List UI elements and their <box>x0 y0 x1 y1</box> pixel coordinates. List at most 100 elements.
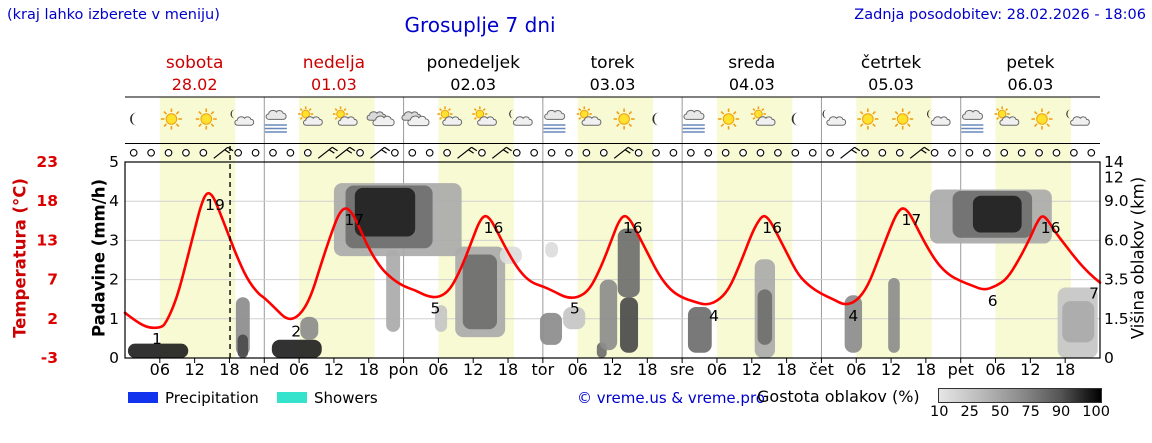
chart-text: pet <box>948 360 974 379</box>
wind-calm-icon <box>669 148 678 157</box>
weather-icon-sun <box>160 108 182 130</box>
chart-text: pon <box>389 360 419 379</box>
wind-calm-icon <box>164 148 173 157</box>
chart-text: 2 <box>47 310 58 328</box>
chart-text: petek <box>1006 53 1054 73</box>
chart-text: 12 <box>881 360 901 379</box>
chart-text: 28.02 <box>172 75 218 94</box>
icons-row <box>130 106 1090 133</box>
wind-barb-icon <box>317 146 338 159</box>
wind-calm-icon <box>756 148 765 157</box>
wind-calm-icon <box>530 148 539 157</box>
chart-text: 18 <box>498 360 518 379</box>
cloud-blob <box>539 312 563 345</box>
weather-icon-moon-cloud <box>230 109 255 126</box>
chart-text: čet <box>809 360 834 379</box>
density-tick: 75 <box>1021 404 1040 420</box>
wind-barb-icon <box>370 146 391 159</box>
credit-link[interactable]: © vreme.us & vreme.pro <box>577 389 765 407</box>
wind-calm-icon <box>1087 148 1096 157</box>
wind-calm-icon <box>251 148 260 157</box>
chart-text: 5 <box>431 300 441 318</box>
weather-icon-sun <box>892 108 914 130</box>
chart-text: 16 <box>623 219 643 237</box>
chart-text: sreda <box>728 53 775 73</box>
chart-text: 7 <box>47 271 58 289</box>
wind-calm-icon <box>634 148 643 157</box>
cloud-blob <box>462 254 498 330</box>
precipitation-legend-label: Precipitation <box>165 389 259 407</box>
cloud-blob <box>237 334 249 358</box>
chart-text: 1.5 <box>1104 310 1129 328</box>
chart-text: 18 <box>776 360 796 379</box>
precip-ticks: 5 4 3 2 1 0 <box>109 153 119 367</box>
chart-text: 06 <box>150 360 170 379</box>
chart-text: torek <box>591 53 635 73</box>
cloud-blob <box>617 228 640 298</box>
chart-text: 18 <box>219 360 239 379</box>
chart-text: četrtek <box>861 53 922 73</box>
weather-icon-moon <box>652 112 659 126</box>
chart-text: 4 <box>109 192 119 210</box>
density-tick: 50 <box>990 404 1010 420</box>
temperature-curve <box>123 191 1102 330</box>
density-tick: 25 <box>960 404 979 420</box>
weather-icon-fog <box>682 109 705 133</box>
chart-text: 18 <box>36 192 58 210</box>
wind-calm-icon <box>391 148 399 157</box>
chart-text: 01.03 <box>311 75 357 94</box>
wind-calm-icon <box>147 148 155 157</box>
chart-text: 6 <box>988 292 998 310</box>
page-title: Grosuplje 7 dni <box>404 13 556 37</box>
bottom-axis: 06 12 18 06 12 18 06 12 18 06 12 18 06 12 18 06 12 18 06 12… <box>150 358 1075 379</box>
wind-calm-icon <box>512 148 521 157</box>
cloud-blob <box>354 187 416 237</box>
wind-calm-icon <box>199 148 208 157</box>
weather-icon-sun <box>613 108 635 130</box>
wind-calm-icon <box>930 148 939 157</box>
chart-text: 19 <box>205 196 225 214</box>
precipitation-axis-label: Padavine (mm/h) <box>89 178 109 338</box>
chart-text: 13 <box>36 231 58 249</box>
showers-legend-label: Showers <box>314 389 378 407</box>
temp-extreme-labels: 19 17 16 16 16 17 16 1 2 5 5 4 4 6 7 <box>152 196 1099 348</box>
chart-text: ponedeljek <box>426 53 520 73</box>
chart-text: 14 <box>1104 153 1124 171</box>
chart-text: 12 <box>463 360 483 379</box>
wind-calm-icon <box>704 148 713 157</box>
weather-icon-cloud <box>366 111 395 127</box>
wind-calm-icon <box>182 148 190 157</box>
cloud-density-gradient <box>938 388 1102 403</box>
wind-calm-icon <box>269 148 277 157</box>
chart-text: 02.03 <box>450 75 496 94</box>
daylight-band <box>159 97 236 358</box>
wind-barb-icon <box>613 146 634 159</box>
weather-icon-fog <box>961 109 984 133</box>
chart-text: 2 <box>109 271 119 289</box>
chart-text: 4 <box>709 307 719 325</box>
weather-icon-moon-cloud <box>926 109 951 126</box>
weather-icon-partly <box>298 106 323 126</box>
chart-text: 2 <box>291 322 301 340</box>
wind-calm-icon <box>721 148 730 157</box>
wind-calm-icon <box>861 148 869 157</box>
wind-barb-icon <box>491 146 512 159</box>
wind-barb-icon <box>335 146 356 159</box>
wind-calm-icon <box>826 148 834 157</box>
wind-calm-icon <box>129 148 138 157</box>
wind-calm-icon <box>895 148 904 157</box>
last-update-text: Zadnja posodobitev: 28.02.2026 - 18:06 <box>854 7 1146 23</box>
wind-calm-icon <box>599 148 608 157</box>
cloud-blob <box>1062 301 1095 343</box>
wind-calm-icon <box>547 148 556 157</box>
chart-text: 06.03 <box>1007 75 1053 94</box>
showers-swatch <box>277 392 307 403</box>
day-headers: sobota 28.02 nedelja 01.03 ponedeljek 02.03 to… <box>166 53 1055 94</box>
wind-barb-icon <box>909 146 930 159</box>
chart-text: 16 <box>484 219 504 237</box>
cloud-blob <box>757 289 773 345</box>
chart-text: 06 <box>567 360 587 379</box>
chart-text: 3.5 <box>1104 271 1129 289</box>
chart-text: ned <box>249 360 279 379</box>
chart-text: 5 <box>570 300 580 318</box>
